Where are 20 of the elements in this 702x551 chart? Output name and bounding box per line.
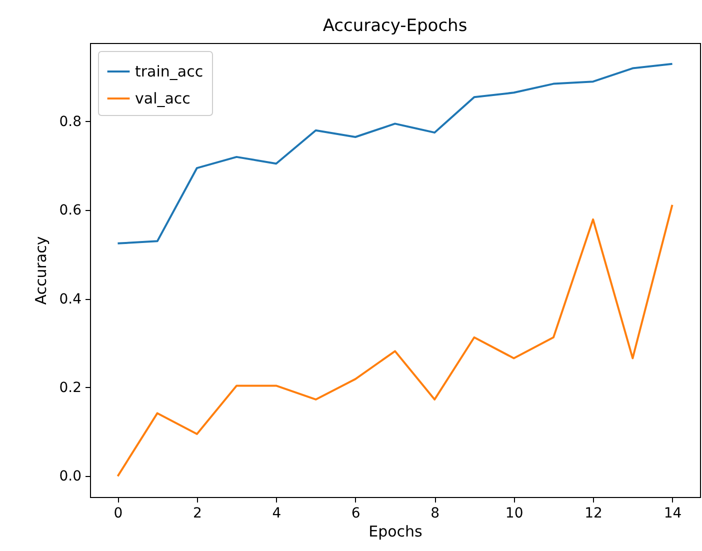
x-tick-label: 2 — [192, 506, 202, 522]
legend-label: val_acc — [135, 90, 190, 108]
x-tick-label: 4 — [272, 506, 282, 522]
x-tick-label: 12 — [584, 506, 602, 522]
y-tick-label: 0.8 — [59, 114, 82, 130]
y-tick-label: 0.4 — [59, 291, 82, 308]
x-tick-label: 14 — [664, 506, 682, 522]
x-tick-label: 10 — [505, 506, 524, 522]
y-tick-label: 0.6 — [59, 202, 82, 219]
y-axis-title: Accuracy — [32, 236, 50, 305]
y-tick-label: 0.2 — [59, 380, 82, 396]
chart-title: Accuracy-Epochs — [322, 16, 468, 36]
legend-label: train_acc — [135, 62, 204, 80]
x-tick-label: 8 — [430, 506, 440, 522]
line-series — [116, 62, 674, 244]
x-tick-label: 0 — [114, 506, 123, 522]
y-tick-label: 0.0 — [59, 468, 82, 485]
x-tick-label: 6 — [351, 506, 360, 522]
line-series — [116, 204, 674, 478]
x-axis-title: Epochs — [368, 522, 423, 540]
